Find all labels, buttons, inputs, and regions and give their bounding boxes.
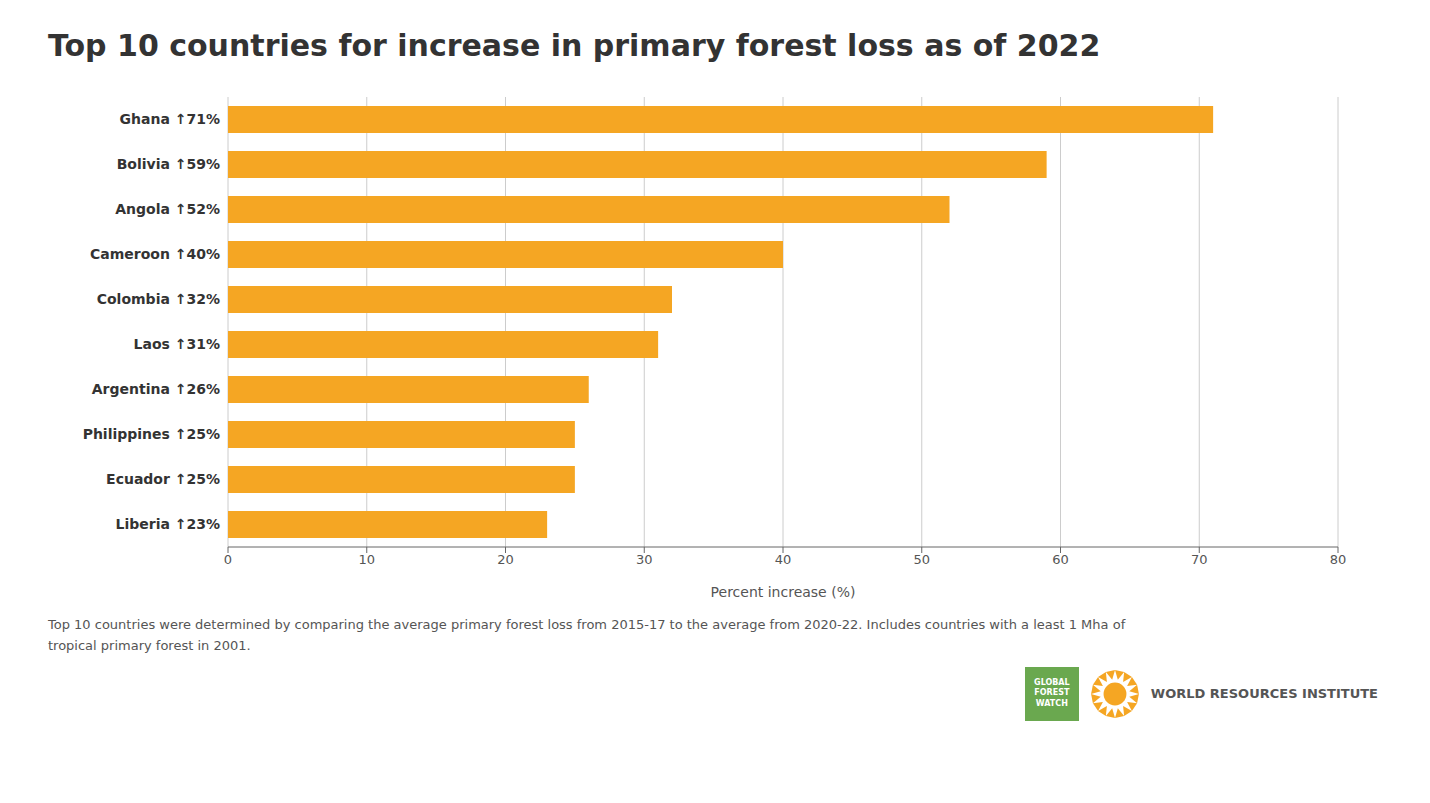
svg-text:40: 40 [775,552,792,567]
svg-text:30: 30 [636,552,653,567]
svg-text:20: 20 [497,552,514,567]
svg-text:80: 80 [1330,552,1347,567]
html-text:WORLD RESOURCES INSTITUTE: WORLD RESOURCES INSTITUTE [1150,686,1378,702]
svg-text:Percent increase (%): Percent increase (%) [711,584,856,600]
html-text:Top 10 countries for increase: Top 10 countries for increase in primary… [48,28,1101,63]
svg-text:Bolivia ↑59%: Bolivia ↑59% [117,156,220,172]
svg-text:Philippines ↑25%: Philippines ↑25% [83,426,220,442]
html-text:FOREST: FOREST [1034,688,1070,698]
svg-text:Colombia ↑32%: Colombia ↑32% [97,291,220,307]
html-text:GLOBAL: GLOBAL [1034,678,1070,687]
svg-text:Liberia ↑23%: Liberia ↑23% [115,516,220,532]
svg-text:70: 70 [1191,552,1208,567]
html-text:Top 10 countries were determin: Top 10 countries were determined by comp… [48,617,1126,653]
svg-text:Ghana ↑71%: Ghana ↑71% [120,111,220,127]
svg-text:Angola ↑52%: Angola ↑52% [115,201,220,217]
svg-text:Laos ↑31%: Laos ↑31% [134,336,220,352]
svg-text:Ecuador ↑25%: Ecuador ↑25% [106,471,220,487]
html-text:WATCH: WATCH [1035,698,1068,708]
svg-text:50: 50 [913,552,930,567]
svg-text:60: 60 [1052,552,1069,567]
svg-text:10: 10 [358,552,375,567]
svg-text:0: 0 [224,552,232,567]
svg-text:Cameroon ↑40%: Cameroon ↑40% [90,246,220,262]
svg-text:Argentina ↑26%: Argentina ↑26% [92,381,220,397]
